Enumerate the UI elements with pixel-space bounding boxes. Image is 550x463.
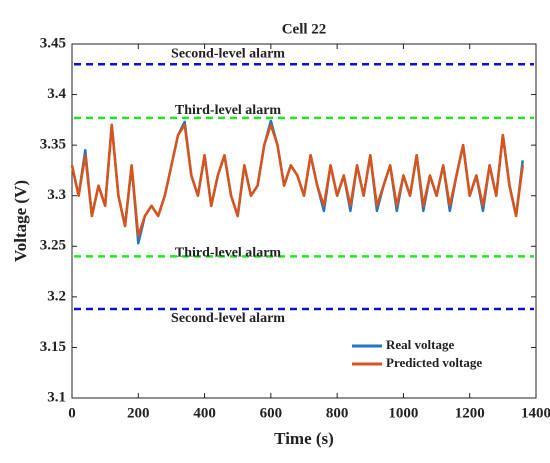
legend-label: Real voltage — [386, 337, 454, 352]
y-tick-label: 3.15 — [40, 339, 66, 355]
legend-label: Predicted voltage — [386, 355, 482, 370]
y-tick-label: 3.3 — [47, 187, 66, 203]
alarm-label: Second-level alarm — [171, 311, 285, 326]
x-axis-label: Time (s) — [274, 429, 334, 448]
x-tick-label: 1400 — [521, 405, 550, 421]
y-tick-label: 3.1 — [47, 389, 66, 405]
y-tick-label: 3.45 — [40, 35, 66, 51]
y-tick-label: 3.35 — [40, 137, 66, 153]
y-tick-label: 3.25 — [40, 238, 66, 254]
y-tick-label: 3.2 — [47, 288, 66, 304]
x-tick-label: 600 — [260, 405, 283, 421]
plot-area — [71, 43, 537, 399]
chart-title: Cell 22 — [282, 21, 327, 37]
series-line — [70, 123, 524, 238]
x-tick-label: 1200 — [455, 405, 485, 421]
alarm-label: Second-level alarm — [171, 46, 285, 61]
x-tick-label: 1000 — [388, 405, 418, 421]
x-tick-label: 800 — [326, 405, 349, 421]
y-tick-label: 3.4 — [47, 86, 66, 102]
y-axis-label: Voltage (V) — [11, 180, 30, 262]
alarm-label: Third-level alarm — [175, 246, 281, 261]
x-tick-label: 200 — [127, 405, 150, 421]
x-tick-label: 0 — [68, 405, 76, 421]
x-tick-label: 400 — [193, 405, 216, 421]
alarm-label: Third-level alarm — [175, 103, 281, 118]
